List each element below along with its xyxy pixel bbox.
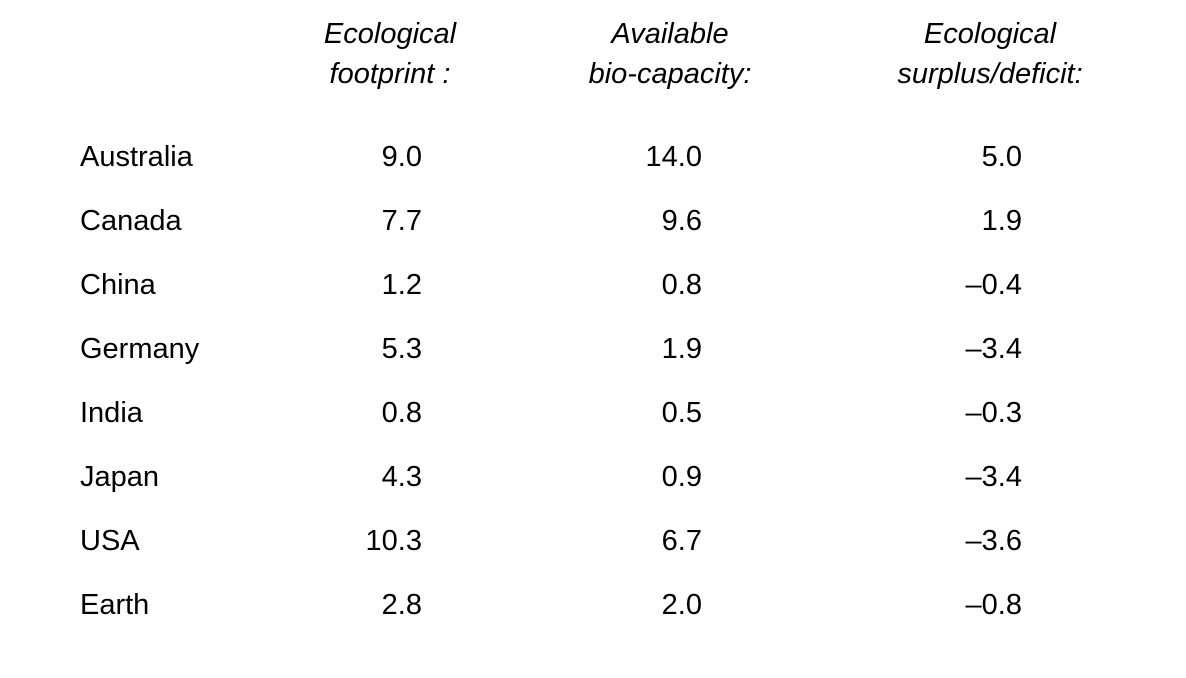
biocapacity-cell: 0.5 — [480, 397, 860, 430]
biocapacity-cell: 14.0 — [480, 141, 860, 174]
header-ecological-footprint-line1: Ecological — [323, 18, 457, 50]
header-ecological-surplus-deficit: Ecological surplus/deficit: — [860, 14, 1120, 94]
footprint-value: 4.3 — [381, 461, 422, 494]
ecological-footprint-table: Ecological footprint : Available bio-cap… — [80, 14, 1186, 638]
surplus-cell: –3.4 — [860, 333, 1120, 366]
table-row: Japan 4.3 0.9 –3.4 — [80, 446, 1186, 510]
biocapacity-cell: 0.9 — [480, 461, 860, 494]
surplus-cell: –3.4 — [860, 461, 1120, 494]
biocapacity-cell: 1.9 — [480, 333, 860, 366]
biocapacity-value: 0.8 — [661, 269, 702, 302]
footprint-cell: 4.3 — [300, 461, 480, 494]
footprint-cell: 5.3 — [300, 333, 480, 366]
footprint-value: 2.8 — [381, 589, 422, 622]
biocapacity-cell: 2.0 — [480, 589, 860, 622]
header-available-biocapacity-line2: bio-capacity: — [588, 58, 752, 90]
table-row: Germany 5.3 1.9 –3.4 — [80, 318, 1186, 382]
country-label: USA — [80, 525, 140, 558]
biocapacity-cell: 6.7 — [480, 525, 860, 558]
surplus-value: –3.4 — [965, 333, 1022, 366]
surplus-value: –3.4 — [965, 461, 1022, 494]
header-ecological-surplus-deficit-line1: Ecological — [923, 18, 1057, 50]
footprint-value: 1.2 — [381, 269, 422, 302]
table-row: India 0.8 0.5 –0.3 — [80, 382, 1186, 446]
country-label: Earth — [80, 589, 150, 622]
surplus-cell: 5.0 — [860, 141, 1120, 174]
surplus-value: 1.9 — [981, 205, 1022, 238]
surplus-value: –3.6 — [965, 525, 1022, 558]
surplus-cell: –0.4 — [860, 269, 1120, 302]
header-ecological-footprint: Ecological footprint : — [300, 14, 480, 94]
biocapacity-cell: 9.6 — [480, 205, 860, 238]
footprint-cell: 10.3 — [300, 525, 480, 558]
footprint-cell: 1.2 — [300, 269, 480, 302]
biocapacity-value: 9.6 — [661, 205, 702, 238]
footprint-cell: 9.0 — [300, 141, 480, 174]
biocapacity-value: 1.9 — [661, 333, 702, 366]
surplus-value: –0.8 — [965, 589, 1022, 622]
country-label: Canada — [80, 205, 182, 238]
header-available-biocapacity: Available bio-capacity: — [480, 14, 860, 94]
biocapacity-cell: 0.8 — [480, 269, 860, 302]
biocapacity-value: 0.9 — [661, 461, 702, 494]
country-label: Japan — [80, 461, 160, 494]
biocapacity-value: 6.7 — [661, 525, 702, 558]
surplus-value: 5.0 — [981, 141, 1022, 174]
surplus-value: –0.3 — [965, 397, 1022, 430]
footprint-cell: 2.8 — [300, 589, 480, 622]
country-label: Australia — [80, 141, 193, 174]
footprint-value: 10.3 — [365, 525, 422, 558]
table-header-row: Ecological footprint : Available bio-cap… — [80, 14, 1186, 126]
surplus-value: –0.4 — [965, 269, 1022, 302]
biocapacity-value: 14.0 — [645, 141, 702, 174]
header-ecological-surplus-deficit-line2: surplus/deficit: — [897, 58, 1083, 90]
table-body: Australia 9.0 14.0 5.0 Canada 7.7 9.6 1.… — [80, 126, 1186, 638]
surplus-cell: 1.9 — [860, 205, 1120, 238]
biocapacity-value: 2.0 — [661, 589, 702, 622]
country-label: China — [80, 269, 156, 302]
header-ecological-footprint-line2: footprint : — [329, 58, 451, 90]
footprint-value: 9.0 — [381, 141, 422, 174]
table-row: China 1.2 0.8 –0.4 — [80, 254, 1186, 318]
table-row: Canada 7.7 9.6 1.9 — [80, 190, 1186, 254]
footprint-value: 5.3 — [381, 333, 422, 366]
table-row: USA 10.3 6.7 –3.6 — [80, 510, 1186, 574]
biocapacity-value: 0.5 — [661, 397, 702, 430]
header-available-biocapacity-line1: Available — [611, 18, 729, 50]
table-row: Australia 9.0 14.0 5.0 — [80, 126, 1186, 190]
footprint-cell: 7.7 — [300, 205, 480, 238]
surplus-cell: –3.6 — [860, 525, 1120, 558]
surplus-cell: –0.8 — [860, 589, 1120, 622]
footprint-value: 0.8 — [381, 397, 422, 430]
footprint-value: 7.7 — [381, 205, 422, 238]
country-label: Germany — [80, 333, 200, 366]
country-label: India — [80, 397, 143, 430]
table-row: Earth 2.8 2.0 –0.8 — [80, 574, 1186, 638]
footprint-cell: 0.8 — [300, 397, 480, 430]
surplus-cell: –0.3 — [860, 397, 1120, 430]
